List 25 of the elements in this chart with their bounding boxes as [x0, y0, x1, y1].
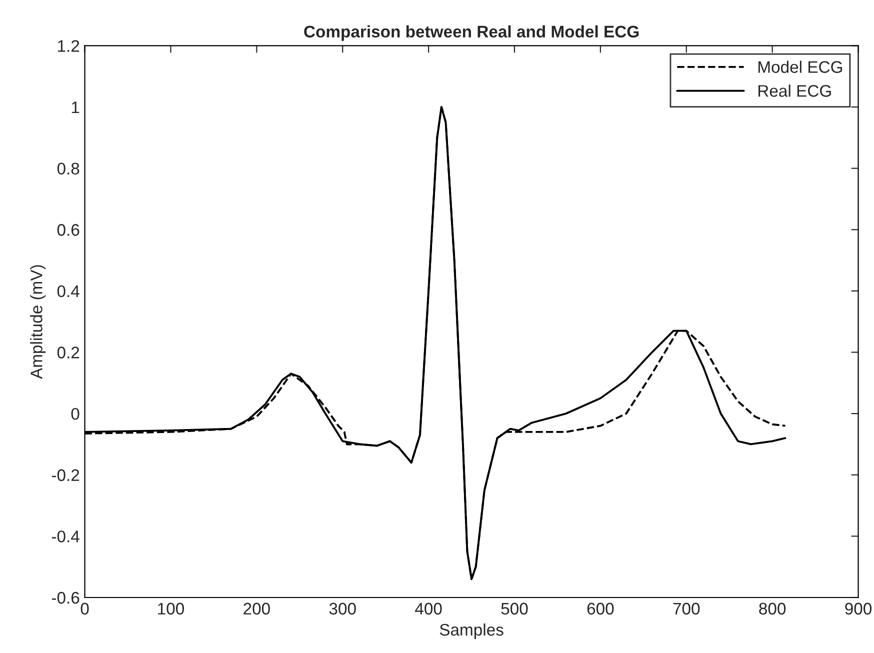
- legend-label: Real ECG: [758, 84, 831, 97]
- x-tick-label: 500: [501, 602, 528, 615]
- x-tick-label: 0: [80, 602, 89, 615]
- y-tick-label: 0.4: [57, 285, 80, 298]
- y-tick-label: 0.6: [57, 224, 80, 236]
- y-tick-label: 0.2: [57, 346, 80, 358]
- x-tick-label: 600: [587, 602, 614, 615]
- x-tick-label: 200: [244, 602, 270, 615]
- legend-label: Model ECG: [758, 60, 842, 73]
- y-tick-label: 1: [72, 102, 80, 114]
- y-axis-title: Amplitude (mV): [30, 265, 46, 379]
- x-tick-label: 900: [845, 602, 872, 615]
- y-tick-label: -0.6: [52, 592, 80, 604]
- y-tick-label: 0: [71, 408, 80, 420]
- y-tick-label: 0.8: [57, 162, 80, 175]
- x-tick-label: 300: [329, 602, 356, 615]
- x-axis-title: Samples: [440, 623, 504, 639]
- x-tick-label: 100: [158, 602, 184, 615]
- y-tick-label: -0.4: [52, 530, 80, 542]
- y-tick-label: 1.2: [58, 40, 80, 52]
- chart-title: Comparison between Real and Model ECG: [304, 25, 639, 41]
- x-tick-label: 400: [415, 602, 442, 615]
- x-tick-label: 700: [673, 602, 700, 615]
- y-tick-label: -0.2: [52, 469, 80, 482]
- x-tick-label: 800: [759, 602, 786, 615]
